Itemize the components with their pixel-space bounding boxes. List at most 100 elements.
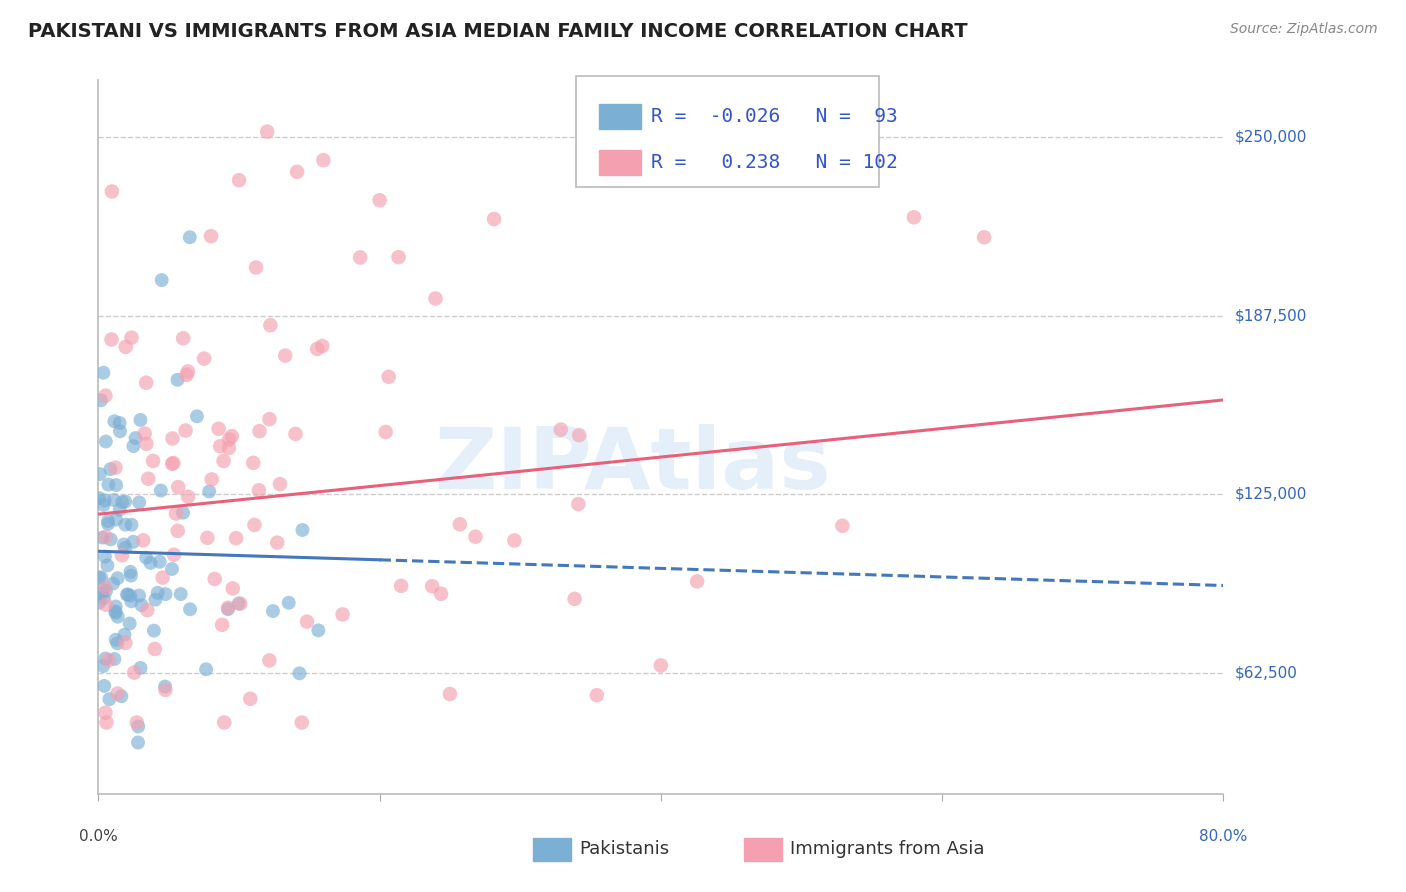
Point	[218, 433, 240, 447]
Point	[114, 340, 136, 354]
Point	[150, 273, 173, 287]
Point	[568, 428, 591, 442]
Point	[228, 173, 250, 187]
Point	[124, 431, 146, 445]
Point	[135, 550, 157, 565]
Point	[179, 230, 201, 244]
Point	[152, 570, 174, 584]
Text: Source: ZipAtlas.com: Source: ZipAtlas.com	[1230, 22, 1378, 37]
Point	[105, 636, 128, 650]
Point	[420, 579, 443, 593]
Point	[111, 549, 134, 563]
Point	[94, 549, 117, 564]
Point	[100, 462, 122, 476]
Point	[439, 687, 461, 701]
Point	[167, 480, 190, 494]
Point	[195, 531, 218, 545]
Point	[377, 369, 399, 384]
Point	[89, 596, 111, 610]
Point	[89, 570, 111, 584]
Text: PAKISTANI VS IMMIGRANTS FROM ASIA MEDIAN FAMILY INCOME CORRELATION CHART: PAKISTANI VS IMMIGRANTS FROM ASIA MEDIAN…	[28, 22, 967, 41]
Text: $187,500: $187,500	[1234, 309, 1306, 323]
Point	[266, 535, 288, 549]
Point	[94, 598, 117, 612]
Point	[259, 412, 281, 426]
Point	[207, 422, 229, 436]
Point	[430, 587, 453, 601]
Point	[269, 477, 291, 491]
Point	[172, 331, 194, 345]
Point	[108, 416, 131, 430]
Point	[91, 531, 114, 545]
Point	[120, 565, 142, 579]
Text: $250,000: $250,000	[1234, 130, 1306, 145]
Text: 80.0%: 80.0%	[1199, 829, 1247, 844]
Point	[114, 494, 136, 508]
Point	[425, 292, 447, 306]
Point	[100, 533, 122, 547]
Point	[120, 594, 142, 608]
Text: R =  -0.026   N =  93: R = -0.026 N = 93	[651, 107, 897, 126]
Point	[291, 523, 314, 537]
Point	[650, 658, 672, 673]
Point	[96, 558, 118, 573]
Point	[288, 666, 311, 681]
Point	[389, 579, 412, 593]
Point	[464, 530, 486, 544]
Point	[245, 260, 267, 275]
Point	[98, 692, 121, 706]
Point	[103, 414, 125, 428]
Point	[94, 389, 117, 403]
Point	[242, 456, 264, 470]
Point	[104, 604, 127, 618]
Point	[274, 349, 297, 363]
Point	[211, 617, 233, 632]
Point	[218, 441, 240, 455]
Point	[93, 498, 115, 512]
Point	[115, 588, 138, 602]
Point	[104, 512, 127, 526]
Point	[94, 584, 117, 599]
Point	[259, 653, 281, 667]
Point	[256, 125, 278, 139]
Point	[145, 592, 167, 607]
Point	[104, 599, 127, 614]
Point	[307, 342, 329, 356]
Point	[162, 432, 184, 446]
Point	[221, 429, 243, 443]
Point	[114, 517, 136, 532]
Point	[225, 531, 247, 545]
Point	[142, 454, 165, 468]
Point	[122, 439, 145, 453]
Point	[96, 715, 118, 730]
Point	[217, 602, 239, 616]
Point	[247, 483, 270, 498]
Point	[108, 502, 131, 516]
Point	[172, 506, 194, 520]
Point	[217, 600, 239, 615]
Point	[228, 597, 250, 611]
Point	[170, 587, 193, 601]
Text: R =   0.238   N = 102: R = 0.238 N = 102	[651, 153, 897, 172]
Point	[387, 250, 409, 264]
Point	[97, 477, 120, 491]
Text: $125,000: $125,000	[1234, 487, 1306, 501]
Point	[131, 598, 153, 612]
Point	[212, 715, 235, 730]
Point	[277, 596, 299, 610]
Point	[200, 229, 222, 244]
Point	[166, 373, 188, 387]
Point	[166, 524, 188, 538]
Point	[118, 616, 141, 631]
Point	[155, 682, 177, 697]
Text: Immigrants from Asia: Immigrants from Asia	[790, 840, 984, 858]
Text: Pakistanis: Pakistanis	[579, 840, 669, 858]
Point	[90, 586, 112, 600]
Text: 0.0%: 0.0%	[79, 829, 118, 844]
Point	[295, 615, 318, 629]
Point	[212, 454, 235, 468]
Point	[903, 211, 925, 225]
Point	[111, 495, 134, 509]
Point	[89, 491, 111, 505]
Point	[291, 715, 314, 730]
